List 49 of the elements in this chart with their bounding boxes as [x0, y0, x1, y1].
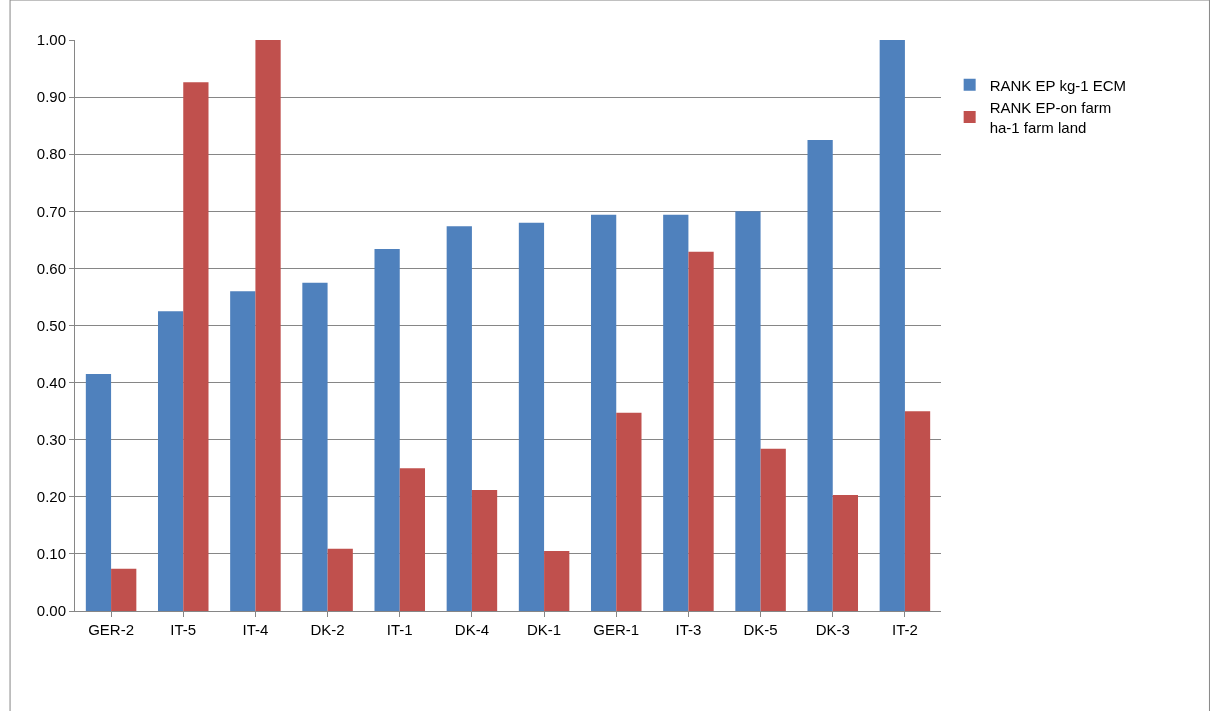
bar — [688, 251, 714, 611]
y-tick-label: 0.80 — [36, 145, 66, 163]
y-tick-label: 0.20 — [36, 488, 66, 506]
y-tick-label: 0.50 — [36, 316, 66, 334]
bar — [230, 291, 256, 611]
bar — [446, 226, 472, 611]
bar — [807, 139, 833, 611]
x-tick-label: IT-2 — [892, 621, 918, 638]
bar — [879, 40, 905, 611]
y-tick-label: 0.60 — [36, 259, 66, 277]
bar — [544, 551, 570, 611]
y-tick-label: 0.40 — [36, 373, 66, 391]
bar — [663, 214, 689, 611]
legend-label: RANK EP-on farm ha-1 farm land — [989, 99, 1112, 136]
bar — [904, 411, 931, 611]
x-tick-label: GER-2 — [88, 621, 134, 638]
x-tick-label: IT-1 — [386, 621, 413, 638]
bar — [735, 211, 761, 611]
bar — [302, 282, 328, 611]
bar — [327, 548, 353, 611]
y-tick-label: 0.00 — [36, 602, 66, 620]
bar — [183, 82, 209, 611]
bar — [832, 495, 859, 611]
y-tick-label: 0.70 — [36, 202, 66, 220]
bar — [399, 468, 426, 611]
y-tick-label: 0.90 — [36, 88, 66, 106]
y-tick-label: 0.10 — [36, 545, 66, 563]
x-tick-label: DK-5 — [743, 621, 778, 638]
bar — [255, 40, 281, 611]
x-tick-label: DK-4 — [454, 621, 490, 638]
bar — [111, 568, 137, 611]
y-tick-label: 1.00 — [36, 31, 66, 49]
x-tick-label: GER-1 — [593, 621, 640, 638]
bar — [85, 374, 112, 611]
x-tick-label: IT-3 — [675, 621, 702, 638]
legend-label: RANK EP kg-1 ECM — [989, 76, 1127, 94]
x-tick-label: DK-2 — [310, 621, 345, 638]
bar — [471, 489, 498, 611]
x-tick-label: IT-5 — [170, 621, 197, 638]
bar — [760, 448, 786, 611]
bar — [590, 214, 617, 611]
x-tick-label: DK-1 — [526, 621, 562, 638]
x-tick-label: DK-3 — [815, 621, 850, 638]
bar — [518, 222, 545, 611]
bar — [374, 248, 400, 611]
x-tick-label: IT-4 — [242, 621, 269, 638]
y-tick-label: 0.30 — [36, 430, 66, 448]
bar — [616, 412, 642, 611]
bar — [157, 311, 184, 611]
